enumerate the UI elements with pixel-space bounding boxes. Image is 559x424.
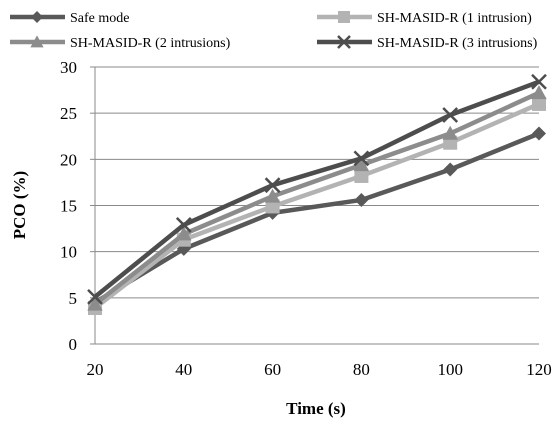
legend-item: SH-MASID-R (1 intrusion) bbox=[317, 11, 532, 26]
x-tick-label: 20 bbox=[87, 360, 104, 379]
marker-triangle bbox=[87, 296, 103, 311]
y-tick-label: 0 bbox=[69, 335, 78, 354]
marker-x bbox=[442, 107, 459, 123]
series-4 bbox=[87, 73, 547, 305]
series-line bbox=[93, 79, 540, 299]
marker-x bbox=[531, 73, 547, 90]
legend-label: SH-MASID-R (1 intrusion) bbox=[377, 11, 532, 26]
y-tick-label: 5 bbox=[69, 289, 78, 308]
x-tick-label: 60 bbox=[264, 360, 281, 379]
marker-triangle bbox=[264, 188, 281, 203]
marker-triangle bbox=[531, 85, 547, 100]
legend-item: Safe mode bbox=[10, 11, 129, 26]
marker-square bbox=[532, 96, 546, 111]
y-tick-label: 10 bbox=[60, 243, 77, 262]
legend: Safe mode SH-MASID-R (1 intrusion) SH-MASI… bbox=[10, 11, 538, 51]
x-tick-label: 100 bbox=[437, 360, 463, 379]
marker-x bbox=[353, 150, 370, 167]
marker-triangle bbox=[442, 125, 458, 140]
marker-triangle bbox=[353, 157, 370, 172]
x-tick-label: 120 bbox=[526, 360, 552, 379]
marker-diamond bbox=[443, 162, 458, 177]
y-tick-label: 30 bbox=[60, 58, 77, 77]
gridlines bbox=[95, 66, 539, 299]
legend-label: SH-MASID-R (3 intrusions) bbox=[377, 36, 538, 51]
series-1 bbox=[88, 126, 546, 310]
series-3 bbox=[87, 85, 547, 311]
marker-x bbox=[337, 35, 351, 49]
x-axis-title: Time (s) bbox=[286, 399, 346, 418]
legend-label: SH-MASID-R (2 intrusions) bbox=[70, 36, 231, 51]
marker-diamond bbox=[532, 126, 546, 141]
x-tick-label: 80 bbox=[353, 360, 370, 379]
marker-triangle bbox=[30, 35, 44, 48]
marker-x bbox=[264, 177, 281, 194]
series-line bbox=[93, 101, 540, 310]
marker-diamond bbox=[354, 192, 369, 207]
marker-x bbox=[87, 289, 103, 305]
series-line bbox=[93, 90, 540, 307]
series-line bbox=[93, 131, 540, 305]
legend-item: SH-MASID-R (3 intrusions) bbox=[317, 35, 538, 51]
legend-label: Safe mode bbox=[70, 11, 129, 26]
x-tick-labels: 20 40 60 80 100 120 bbox=[87, 360, 552, 379]
marker-square bbox=[338, 11, 350, 23]
legend-item: SH-MASID-R (2 intrusions) bbox=[10, 35, 231, 51]
marker-diamond bbox=[31, 11, 43, 23]
marker-square bbox=[354, 168, 369, 183]
marker-x bbox=[175, 217, 192, 233]
y-tick-label: 20 bbox=[60, 150, 77, 169]
y-tick-label: 25 bbox=[60, 104, 77, 123]
series-group bbox=[87, 73, 547, 315]
y-tick-labels: 0 5 10 15 20 25 30 bbox=[60, 58, 77, 354]
y-tick-label: 15 bbox=[60, 197, 77, 216]
marker-square bbox=[265, 199, 280, 214]
marker-triangle bbox=[176, 226, 192, 241]
x-tick-label: 40 bbox=[175, 360, 192, 379]
y-axis-title: PCO (%) bbox=[10, 171, 29, 239]
